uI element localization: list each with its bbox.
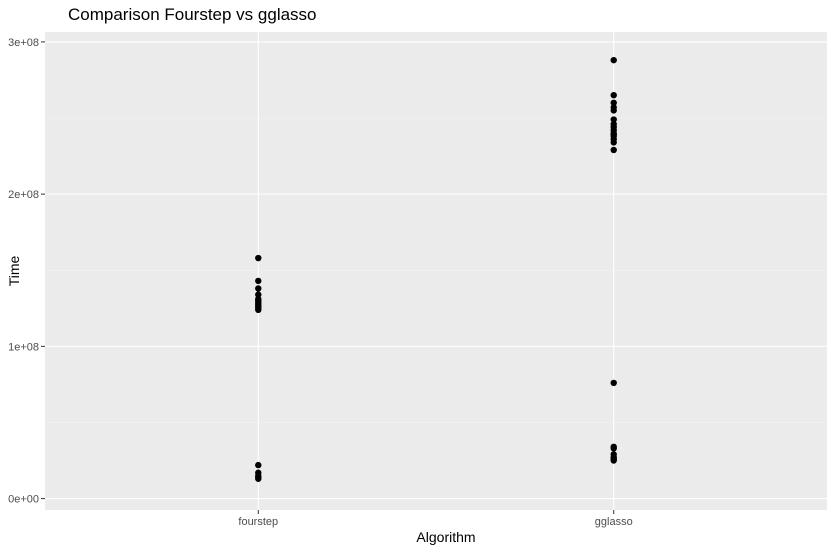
plot-panel	[45, 32, 827, 510]
y-tick-label: 2e+08	[8, 189, 39, 201]
data-point	[255, 285, 262, 292]
data-point	[610, 146, 617, 154]
data-point	[610, 445, 617, 452]
data-point	[610, 56, 617, 64]
x-axis-ticks: fourstep gglasso	[238, 510, 633, 528]
x-axis-title: Algorithm	[416, 529, 475, 545]
data-points	[255, 56, 617, 482]
grid-lines	[45, 32, 827, 510]
data-point	[610, 91, 617, 99]
data-point	[255, 277, 262, 285]
data-point	[610, 116, 617, 123]
data-point	[610, 457, 617, 464]
x-tick-label: fourstep	[238, 516, 278, 528]
data-point	[610, 379, 617, 387]
data-point	[610, 139, 617, 146]
chart-title: Comparison Fourstep vs gglasso	[68, 5, 317, 24]
x-tick-label: gglasso	[595, 516, 633, 528]
y-tick-label: 0e+00	[8, 494, 39, 506]
data-point	[255, 306, 262, 314]
y-axis-title: Time	[6, 255, 22, 286]
y-tick-label: 1e+08	[8, 341, 39, 353]
data-point	[255, 475, 262, 482]
data-point	[255, 291, 262, 298]
data-point	[255, 461, 262, 469]
y-tick-label: 3e+08	[8, 37, 39, 49]
data-point	[610, 99, 617, 106]
data-point	[610, 107, 617, 114]
data-point	[255, 254, 262, 262]
y-axis-ticks: 0e+00 1e+08 2e+08 3e+08	[8, 37, 45, 506]
